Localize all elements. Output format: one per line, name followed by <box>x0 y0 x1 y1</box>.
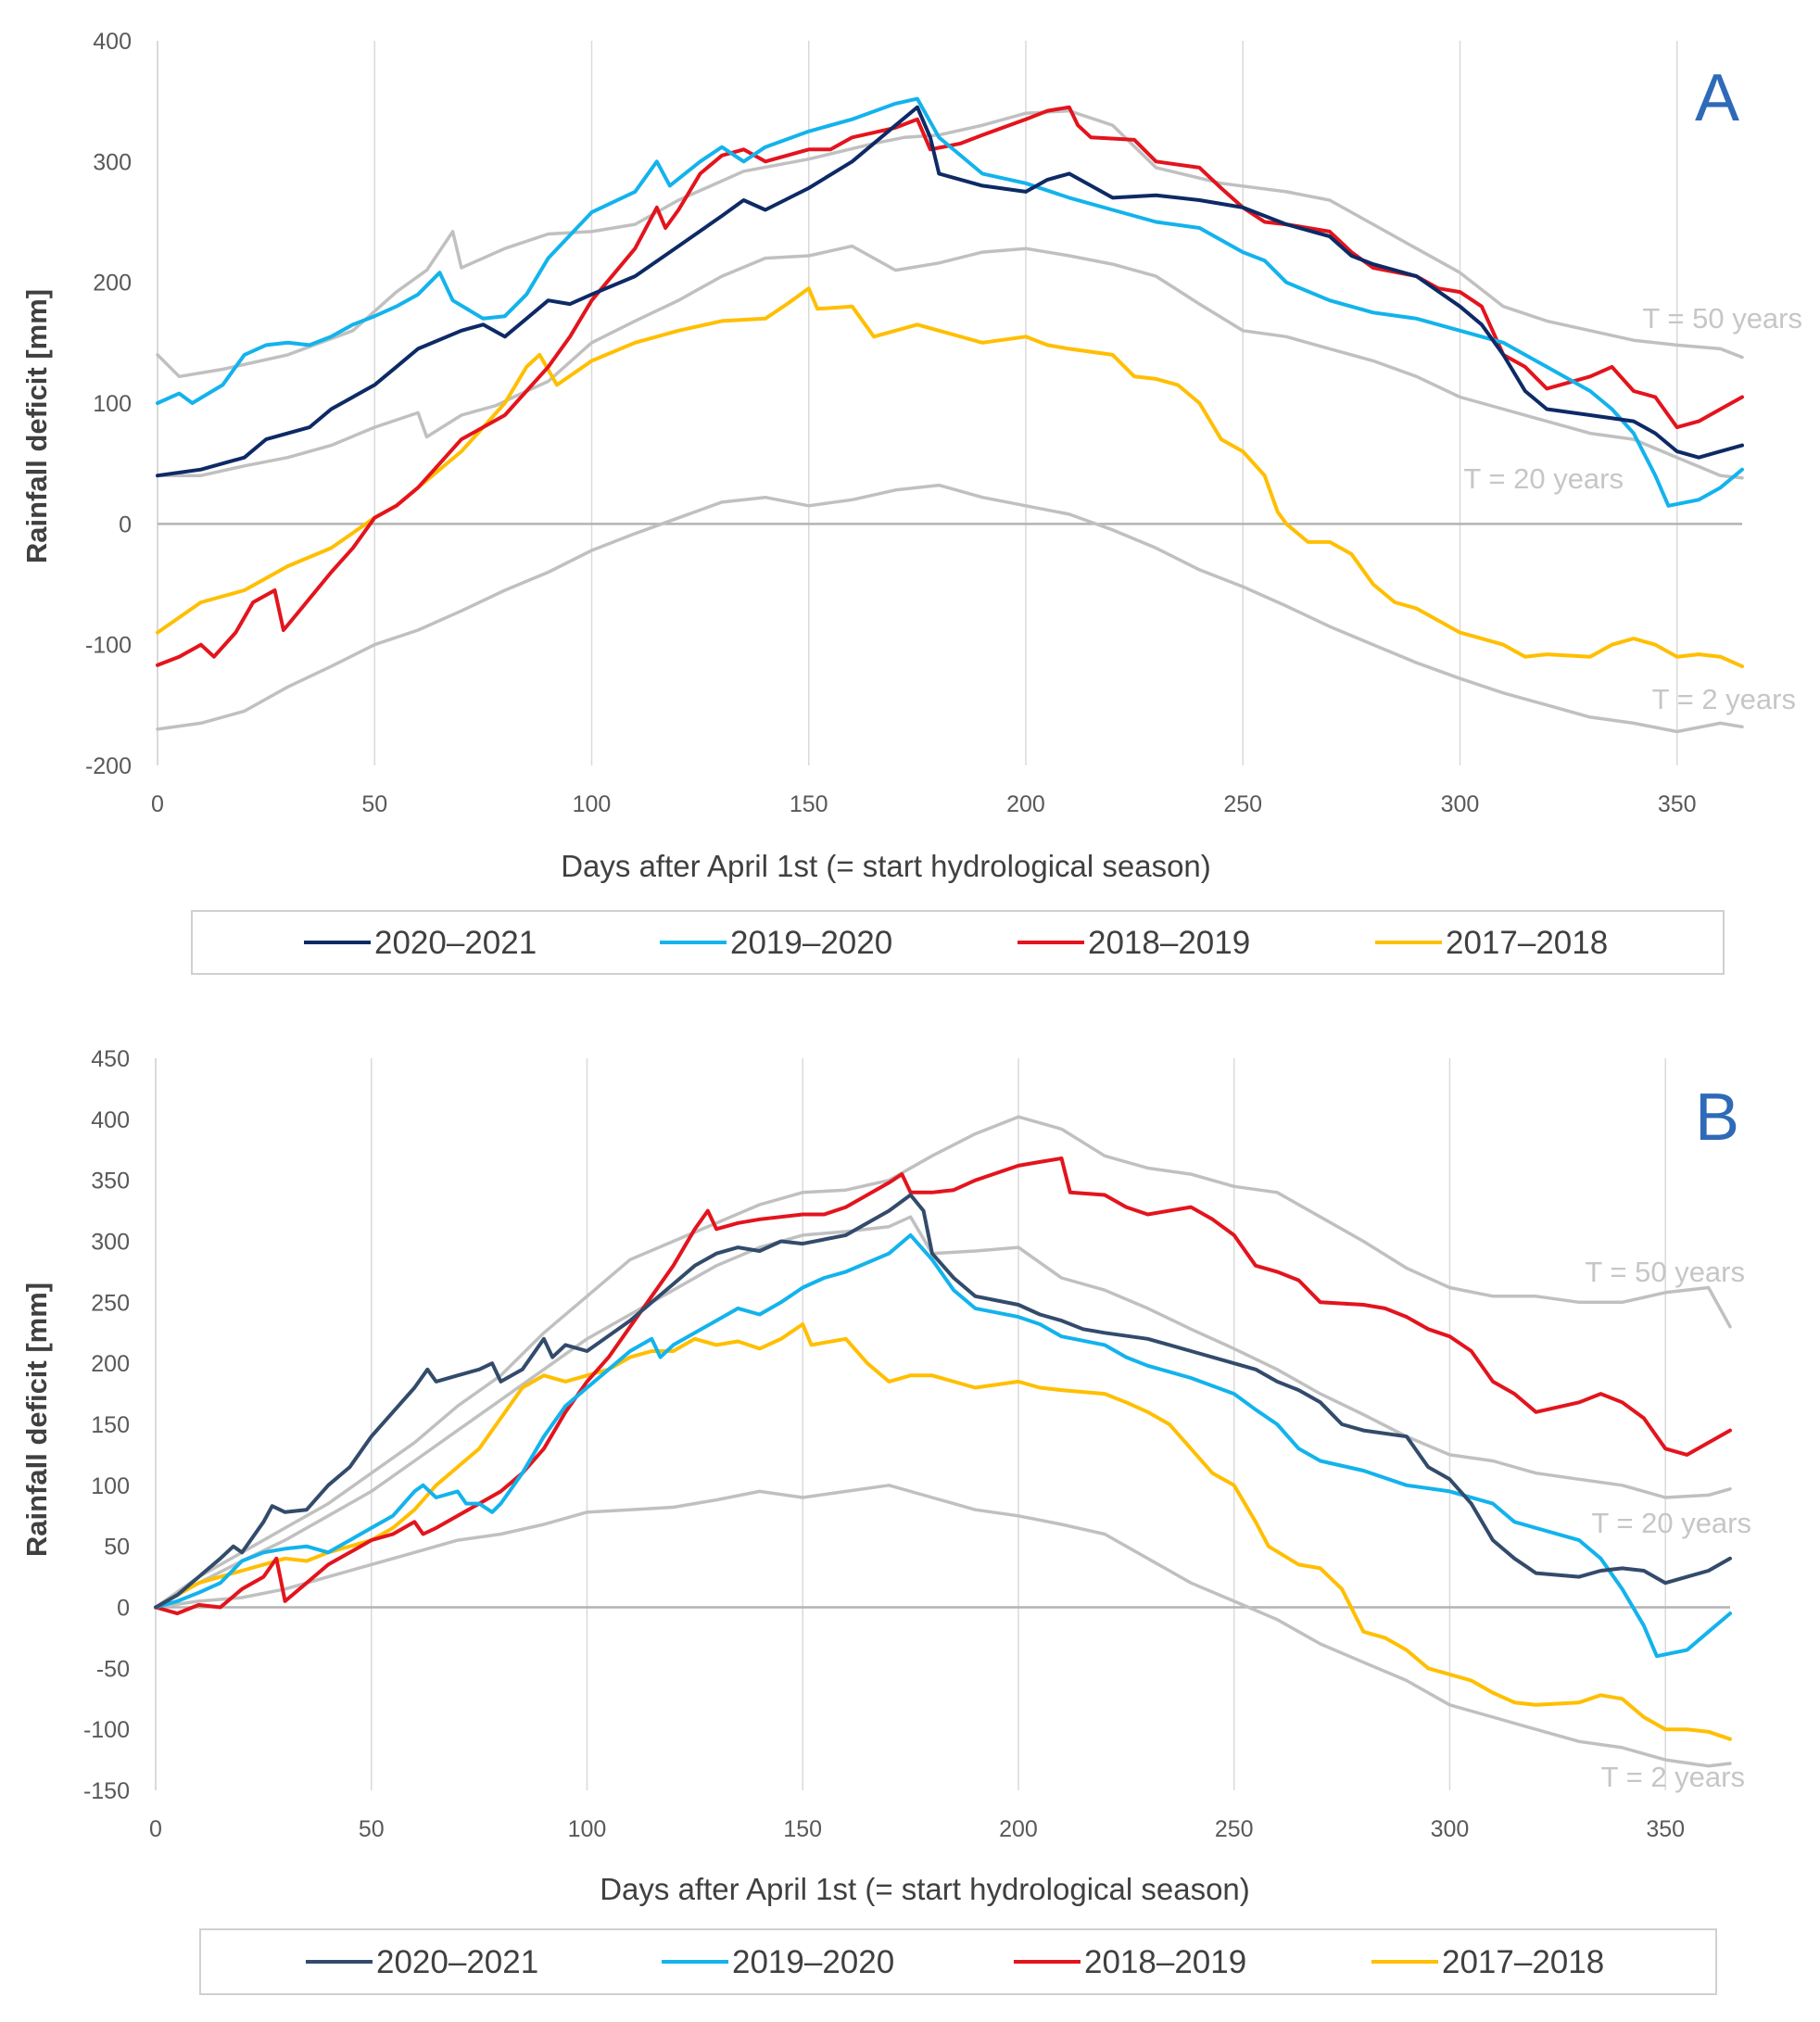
series-line-2017-2018 <box>154 1322 1732 1741</box>
y-tick-label: 250 <box>91 1290 130 1316</box>
panel-b-x-tick-labels: 0 50 100 150 200 250 300 350 <box>149 1816 1685 1842</box>
panel-b-letter: B <box>1695 1081 1739 1155</box>
y-tick-label: 150 <box>91 1412 130 1438</box>
series-line-2019-2020 <box>156 96 1744 508</box>
y-tick-label: 100 <box>91 1473 130 1499</box>
panel-b-x-axis-label: Days after April 1st (= start hydrologic… <box>600 1872 1250 1906</box>
y-tick-label: -200 <box>85 753 132 779</box>
x-tick-label: 150 <box>783 1816 822 1842</box>
series-line-2020-2021 <box>154 1193 1732 1610</box>
y-tick-label: -100 <box>85 633 132 659</box>
y-tick-label: 300 <box>93 149 132 175</box>
y-tick-label: 300 <box>91 1230 130 1256</box>
panel-a-label-t2: T = 2 years <box>1652 683 1796 715</box>
panel-a-gridlines <box>157 41 1742 765</box>
x-tick-label: 300 <box>1441 791 1480 817</box>
panel-a-x-tick-labels: 0 50 100 150 200 250 300 350 <box>151 791 1697 817</box>
series-line-t-50-years <box>156 108 1744 379</box>
x-tick-label: 0 <box>151 791 164 817</box>
x-tick-label: 0 <box>149 1816 162 1842</box>
series-line-t-2-years <box>154 1484 1732 1768</box>
panel-a-series <box>156 96 1744 734</box>
y-tick-label: 450 <box>91 1046 130 1072</box>
legend-entry-label: 2020–2021 <box>376 1944 538 1980</box>
x-tick-label: 100 <box>568 1816 607 1842</box>
x-tick-label: 50 <box>361 791 387 817</box>
legend-entry-label: 2019–2020 <box>732 1944 894 1980</box>
panel-a-y-tick-labels: -200 -100 0 100 200 300 400 <box>85 29 132 779</box>
x-tick-label: 350 <box>1658 791 1697 817</box>
series-line-2018-2019 <box>156 105 1744 667</box>
y-tick-label: 400 <box>91 1107 130 1133</box>
series-line-t-2-years <box>156 483 1744 734</box>
legend-entry-label: 2020–2021 <box>374 925 537 961</box>
series-line-2020-2021 <box>156 105 1744 478</box>
panel-a-label-t50: T = 50 years <box>1642 302 1802 335</box>
panel-b-legend: 2020–2021 2019–2020 2018–2019 2017–2018 <box>199 1928 1717 1995</box>
y-tick-label: 350 <box>91 1169 130 1194</box>
x-tick-label: 250 <box>1223 791 1262 817</box>
series-line-2019-2020 <box>154 1232 1732 1659</box>
panel-a-legend: 2020–2021 2019–2020 2018–2019 2017–2018 <box>191 910 1725 975</box>
panel-b-y-axis-label: Rainfall deficit [mm] <box>20 1283 53 1557</box>
y-tick-label: 100 <box>93 391 132 417</box>
panel-b-series <box>154 1115 1732 1768</box>
legend-entry-label: 2019–2020 <box>730 925 892 961</box>
x-tick-label: 150 <box>790 791 828 817</box>
y-tick-label: 200 <box>93 271 132 297</box>
y-tick-label: 0 <box>119 512 132 537</box>
x-tick-label: 200 <box>999 1816 1038 1842</box>
panel-b-y-tick-labels: -150 -100 -50 0 50 100 150 200 250 300 350 400 450 <box>83 1046 130 1804</box>
y-tick-label: 0 <box>117 1596 130 1622</box>
y-tick-label: 200 <box>91 1351 130 1377</box>
panel-a-label-t20: T = 20 years <box>1463 462 1624 495</box>
panel-b-label-t2: T = 2 years <box>1601 1761 1745 1793</box>
legend-entry-label: 2017–2018 <box>1446 925 1608 961</box>
x-tick-label: 50 <box>359 1816 385 1842</box>
y-tick-label: -150 <box>83 1778 130 1804</box>
x-tick-label: 350 <box>1646 1816 1685 1842</box>
series-line-t-50-years <box>154 1115 1732 1610</box>
series-line-2018-2019 <box>154 1156 1732 1616</box>
x-tick-label: 250 <box>1215 1816 1254 1842</box>
x-tick-label: 200 <box>1006 791 1045 817</box>
series-line-2017-2018 <box>156 286 1744 669</box>
x-tick-label: 100 <box>573 791 612 817</box>
panel-a-letter: A <box>1695 61 1739 135</box>
panel-a-x-axis-label: Days after April 1st (= start hydrologic… <box>561 849 1211 883</box>
legend-box <box>199 1928 1717 1995</box>
chart-panel-a: -200 -100 0 100 200 300 400 0 50 100 150 200 250 300… <box>20 29 1802 975</box>
y-tick-label: 400 <box>93 29 132 55</box>
chart-panel-b: -150 -100 -50 0 50 100 150 200 250 300 350 400 450 0… <box>20 1046 1751 1995</box>
series-line-t-20-years <box>156 244 1744 480</box>
y-tick-label: -50 <box>96 1656 130 1682</box>
legend-entry-label: 2017–2018 <box>1442 1944 1604 1980</box>
y-tick-label: 50 <box>104 1535 130 1561</box>
y-tick-label: -100 <box>83 1717 130 1743</box>
panel-a-y-axis-label: Rainfall deficit [mm] <box>20 289 53 563</box>
x-tick-label: 300 <box>1431 1816 1470 1842</box>
legend-entry-label: 2018–2019 <box>1088 925 1250 961</box>
panel-b-label-t20: T = 20 years <box>1591 1507 1751 1539</box>
panel-b-gridlines <box>155 1058 1730 1790</box>
legend-entry-label: 2018–2019 <box>1084 1944 1246 1980</box>
panel-b-label-t50: T = 50 years <box>1585 1256 1745 1288</box>
legend-box <box>191 910 1725 975</box>
